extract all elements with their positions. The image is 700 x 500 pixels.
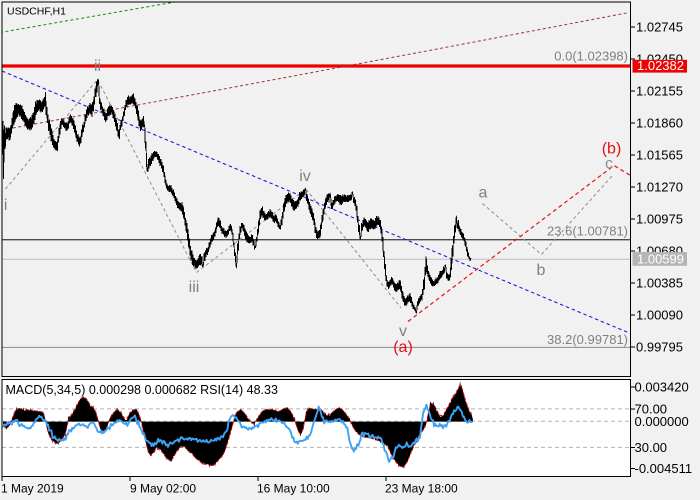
svg-text:1.02382: 1.02382 [637,58,684,73]
svg-text:1.00975: 1.00975 [636,212,683,227]
svg-text:-0.004511: -0.004511 [635,461,693,476]
svg-text:(a): (a) [393,339,413,356]
svg-text:23 May 18:00: 23 May 18:00 [385,482,458,496]
svg-text:MACD(5,34,5) 0.000298 0.000682: MACD(5,34,5) 0.000298 0.000682 RSI(14) 4… [6,383,278,397]
svg-text:1.01270: 1.01270 [636,180,683,195]
svg-text:0.0(1.02398): 0.0(1.02398) [554,49,628,64]
svg-text:USDCHF,H1: USDCHF,H1 [7,6,66,18]
svg-text:(b): (b) [602,141,622,158]
svg-text:1.00385: 1.00385 [636,276,683,291]
svg-text:1.00599: 1.00599 [637,251,684,266]
svg-text:38.2(0.99781): 38.2(0.99781) [547,332,628,347]
svg-text:a: a [479,185,488,202]
svg-text:iv: iv [299,168,311,185]
svg-text:0.99795: 0.99795 [636,340,683,355]
svg-text:0.000000: 0.000000 [635,414,689,429]
svg-text:0.003420: 0.003420 [635,380,689,395]
svg-text:30.00: 30.00 [635,440,668,455]
svg-text:iii: iii [189,279,200,296]
svg-text:c: c [605,156,613,173]
svg-text:16 May 10:00: 16 May 10:00 [257,482,330,496]
svg-text:1.01860: 1.01860 [636,116,683,131]
svg-text:1.02155: 1.02155 [636,84,683,99]
svg-text:i: i [4,197,8,214]
svg-text:v: v [399,323,407,340]
svg-text:1.01565: 1.01565 [636,148,683,163]
svg-text:1 May 2019: 1 May 2019 [1,482,64,496]
svg-text:23.6(1.00781): 23.6(1.00781) [547,224,628,239]
svg-text:1.00090: 1.00090 [636,308,683,323]
svg-text:70.00: 70.00 [635,401,668,416]
svg-text:b: b [537,262,546,279]
svg-text:9 May 02:00: 9 May 02:00 [130,482,196,496]
svg-text:ii: ii [94,58,101,75]
svg-text:1.02745: 1.02745 [636,20,683,35]
